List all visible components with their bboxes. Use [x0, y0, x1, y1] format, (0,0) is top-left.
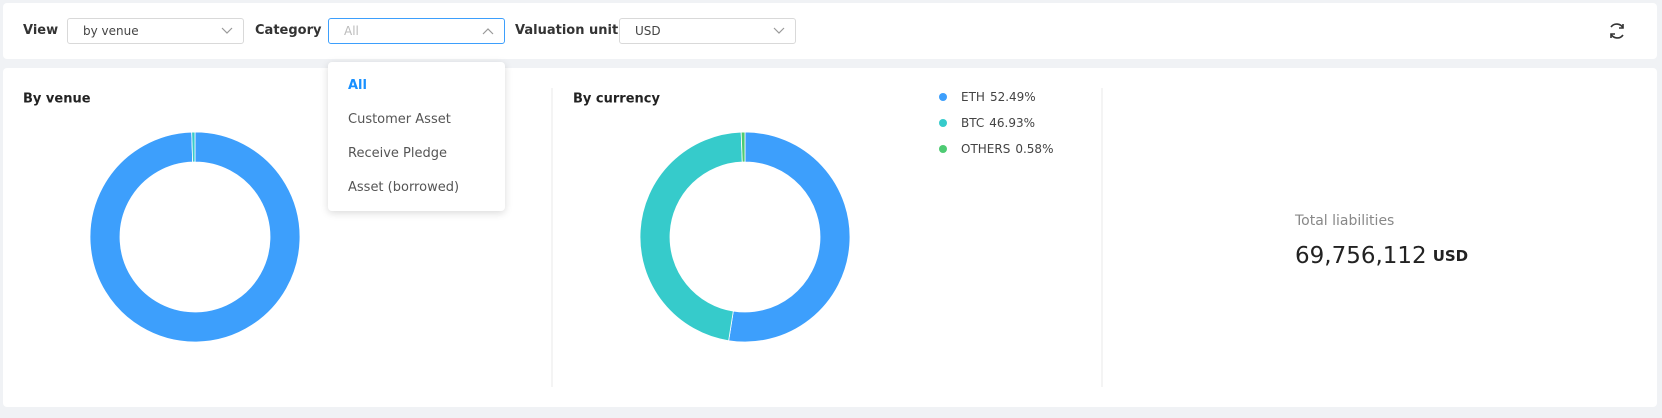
donut-slice — [191, 131, 196, 163]
category-label: Category — [255, 23, 322, 38]
donut-slice — [639, 131, 743, 342]
legend-dot — [939, 93, 947, 101]
view-value: by venue — [83, 24, 139, 38]
total-line: 69,756,112 USD — [1295, 243, 1468, 269]
total-value: 69,756,112 — [1295, 243, 1427, 269]
legend-entry: BTC 46.93% — [961, 116, 1035, 130]
chevron-down — [773, 27, 785, 34]
dropdown-option[interactable]: Customer Asset — [348, 112, 451, 127]
toolbar — [3, 3, 1657, 59]
legend-entry: ETH 52.49% — [961, 90, 1036, 104]
category-select[interactable]: All — [328, 18, 505, 44]
valuation-value: USD — [635, 24, 661, 38]
legend-name: OTHERS — [961, 142, 1010, 156]
legend-value: 0.58% — [1015, 142, 1053, 156]
chart-title: By venue — [23, 92, 91, 107]
legend-dot — [939, 119, 947, 127]
view-select[interactable]: by venue — [67, 18, 244, 44]
category-dropdown: All Customer Asset Receive Pledge Asset … — [328, 62, 505, 211]
category-placeholder: All — [344, 24, 359, 38]
valuation-select[interactable]: USD — [619, 18, 796, 44]
view-label: View — [23, 23, 59, 38]
donut-slice — [728, 131, 851, 343]
legend-entry: OTHERS 0.58% — [961, 142, 1053, 156]
legend-value: 52.49% — [990, 90, 1036, 104]
total-unit: USD — [1433, 247, 1468, 265]
total-label: Total liabilities — [1294, 213, 1394, 229]
chart-title: By currency — [573, 92, 660, 107]
chevron-down — [221, 27, 233, 34]
refresh-button[interactable] — [1607, 21, 1627, 41]
legend-name: BTC — [961, 116, 984, 130]
chevron-up — [482, 28, 494, 35]
legend-dot — [939, 145, 947, 153]
legend-name: ETH — [961, 90, 985, 104]
donut-slice — [89, 131, 301, 343]
legend-value: 46.93% — [989, 116, 1035, 130]
valuation-label: Valuation unit — [515, 23, 619, 38]
dropdown-option[interactable]: Receive Pledge — [348, 146, 447, 161]
dropdown-option[interactable]: Asset (borrowed) — [348, 180, 460, 195]
donut-slice — [740, 131, 746, 163]
dropdown-option[interactable]: All — [348, 78, 367, 93]
